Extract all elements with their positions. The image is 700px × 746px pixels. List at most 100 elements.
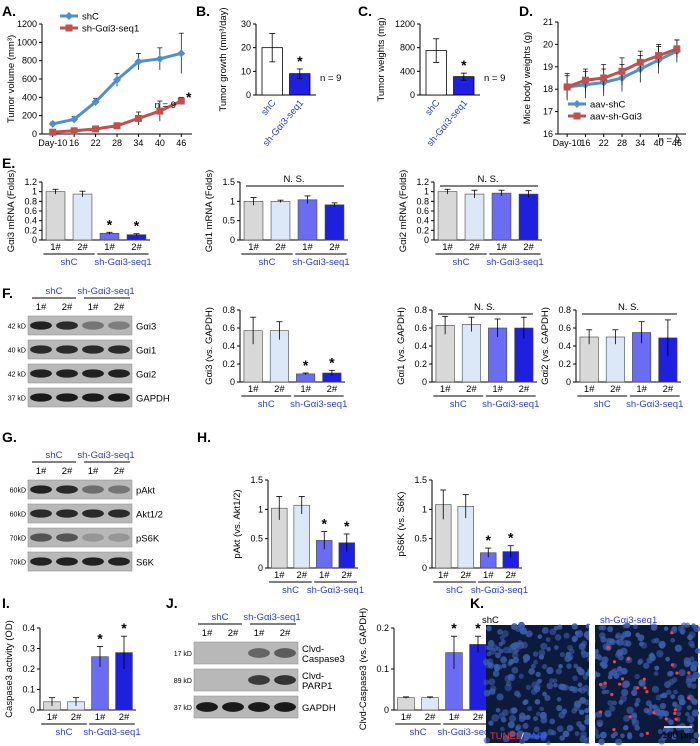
- y-tick-label: 0.8: [558, 305, 571, 315]
- bar: [461, 324, 481, 383]
- x-tick-label: 2#: [71, 712, 82, 723]
- legend-marker: [573, 100, 581, 108]
- y-tick-label: 0.6: [414, 323, 427, 333]
- tunel-positive-cell: [670, 631, 674, 635]
- tunel-positive-cell: [670, 663, 674, 667]
- dapi-nucleus: [507, 673, 514, 680]
- data-point: [563, 83, 571, 91]
- significance-star: *: [508, 530, 514, 546]
- tunel-positive-cell: [610, 692, 614, 697]
- panel-label-J: J.: [166, 595, 178, 611]
- dapi-nucleus: [533, 716, 538, 722]
- y-tick-label: 0.2: [222, 359, 235, 369]
- blot-band: [274, 648, 296, 658]
- dapi-nucleus: [690, 697, 697, 704]
- x-tick-label: 1#: [248, 384, 259, 395]
- blot-band: [30, 393, 52, 402]
- bar: [72, 193, 93, 241]
- panel-label-B: B.: [196, 3, 210, 19]
- y-tick-label: 0: [422, 563, 427, 573]
- group-label-sh: sh-Gαi3-seq1: [437, 727, 494, 738]
- x-tick-label: 2#: [275, 242, 286, 253]
- stain-separator: /: [521, 731, 524, 742]
- x-tick-label: 2#: [425, 712, 436, 723]
- blot-protein-label: Gαi2: [136, 370, 156, 381]
- y-axis-label: Mice body weights (g): [522, 32, 533, 124]
- blot-band: [56, 557, 78, 566]
- y-tick-label: 0.5: [250, 534, 263, 544]
- group-label-shC: shC: [56, 727, 73, 738]
- chart-F1: 0 0.2 0.4 0.6 0.8 Gαi3 (vs. GAPDH) 1# 2# 1# * 2# * s…: [204, 305, 347, 410]
- dapi-nucleus: [522, 654, 531, 662]
- y-axis-label: Caspase3 activity (OD): [4, 620, 15, 718]
- blot-kd-label: 70kD: [10, 536, 26, 543]
- group-label-sh: sh-Gαi3-seq1: [83, 727, 140, 738]
- ns-label: N. S.: [283, 174, 304, 185]
- dapi-nucleus: [634, 702, 639, 707]
- ns-label: N. S.: [474, 302, 495, 313]
- dapi-nucleus: [578, 709, 585, 715]
- dapi-nucleus: [683, 727, 691, 734]
- dapi-nucleus: [604, 710, 612, 718]
- micrograph-label-shC: shC: [482, 615, 499, 626]
- y-axis-label: Gαi2 (vs. GAPDH): [540, 307, 551, 385]
- blot-kd-label: 60kD: [10, 488, 26, 495]
- dapi-nucleus: [643, 707, 650, 714]
- dapi-nucleus: [483, 679, 489, 686]
- lane-label: 1#: [36, 466, 47, 477]
- blot-band: [274, 702, 296, 712]
- legend-label: shC: [82, 12, 99, 23]
- bar: [243, 201, 264, 241]
- dapi-nucleus: [483, 689, 491, 697]
- dapi-nucleus: [661, 734, 667, 741]
- tunel-positive-cell: [636, 686, 640, 690]
- y-axis-label: Clvd-Caspase3 (vs. GAPDH): [358, 608, 369, 730]
- micrograph-label-sh: sh-Gαi3-seq1: [600, 615, 657, 626]
- blot-group-sh: sh-Gαi3-seq1: [77, 450, 134, 461]
- blot-kd-label: 17 kD: [174, 651, 192, 658]
- blot-kd-label: 42 kD: [8, 372, 26, 379]
- dapi-nucleus: [559, 735, 565, 741]
- x-tick-label: 2#: [296, 570, 307, 581]
- x-tick-label: 2#: [505, 570, 516, 581]
- y-tick-label: 0.4: [24, 216, 37, 226]
- dapi-nucleus: [500, 656, 508, 664]
- blot-band: [30, 485, 52, 494]
- dapi-nucleus: [622, 725, 628, 731]
- y-tick-label: 0.2: [416, 225, 429, 235]
- y-tick-label: 1.2: [416, 177, 429, 187]
- y-axis-label: pS6K (vs. S6K): [396, 492, 407, 557]
- tunel-positive-cell: [606, 646, 610, 650]
- dapi-nucleus: [548, 678, 555, 684]
- blot-band: [30, 509, 52, 518]
- x-tick-label: 2#: [274, 384, 285, 395]
- lane-label: 2#: [114, 302, 125, 313]
- data-point: [70, 115, 79, 124]
- tunel-positive-cell: [673, 708, 677, 712]
- dapi-nucleus: [515, 726, 520, 732]
- dapi-nucleus: [534, 699, 541, 705]
- group-label-shC: shC: [258, 399, 275, 410]
- blot-band: [108, 321, 130, 330]
- dapi-nucleus: [654, 665, 660, 671]
- bar: [491, 192, 512, 241]
- dapi-nucleus: [693, 625, 700, 633]
- dapi-nucleus: [501, 630, 509, 638]
- dapi-nucleus: [525, 714, 531, 720]
- tunel-positive-cell: [599, 710, 603, 714]
- bar: [45, 191, 66, 241]
- tunel-positive-cell: [643, 686, 647, 690]
- dapi-nucleus: [557, 624, 563, 630]
- dapi-nucleus: [597, 721, 603, 728]
- blot-membrane: [27, 339, 133, 360]
- blot-group-shC: shC: [46, 450, 63, 461]
- chart-D: 16 17 18 19 20 21 Mice body weights (g) Day-101…: [522, 17, 686, 148]
- significance-star: *: [134, 218, 140, 234]
- data-point: [156, 107, 164, 115]
- dapi-nucleus: [685, 711, 690, 717]
- y-tick-label: 1: [424, 187, 429, 197]
- y-tick-label: 0: [246, 90, 251, 100]
- bar: [296, 373, 316, 383]
- y-tick-label: 200: [22, 111, 37, 121]
- blot-membrane: [193, 695, 299, 719]
